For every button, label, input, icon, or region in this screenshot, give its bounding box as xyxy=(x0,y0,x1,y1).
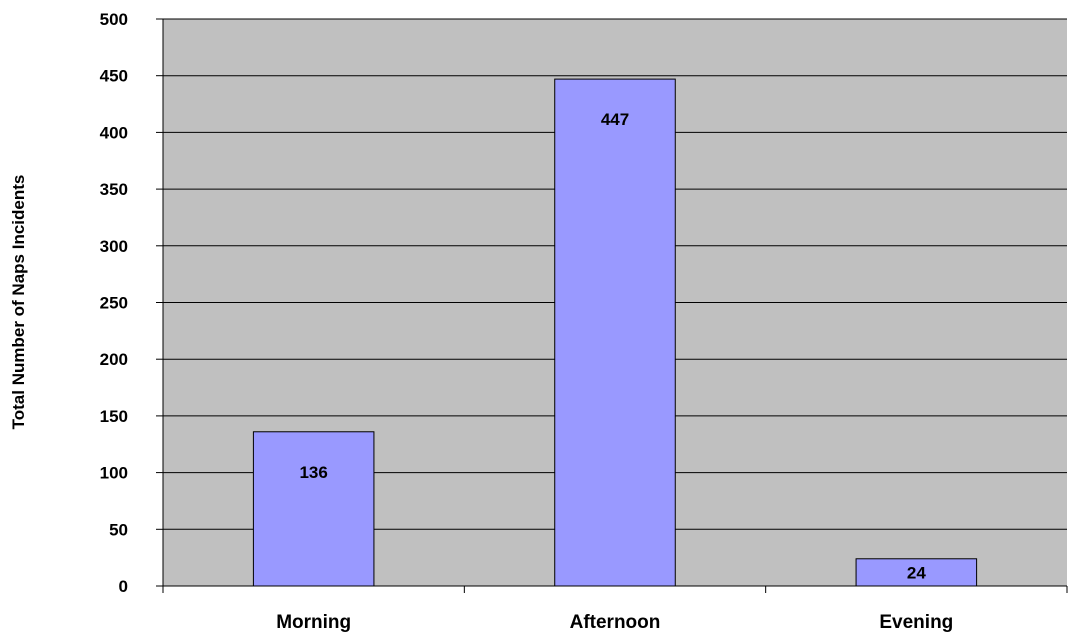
x-tick-label-afternoon: Afternoon xyxy=(570,612,661,633)
y-tick-label-50: 50 xyxy=(109,520,128,539)
y-tick-label-400: 400 xyxy=(100,123,128,142)
y-tick-label-150: 150 xyxy=(100,407,128,426)
y-tick-label-350: 350 xyxy=(100,180,128,199)
bars xyxy=(252,78,978,587)
y-tick-label-250: 250 xyxy=(100,294,128,313)
data-label-morning: 136 xyxy=(299,463,327,482)
bar-evening xyxy=(855,558,978,587)
bar-afternoon xyxy=(554,78,676,587)
y-tick-label-300: 300 xyxy=(100,237,128,256)
data-label-afternoon: 447 xyxy=(601,110,629,129)
x-tick-label-morning: Morning xyxy=(276,612,351,633)
y-tick-label-500: 500 xyxy=(100,10,128,29)
x-tick-label-evening: Evening xyxy=(879,612,953,633)
y-tick-label-200: 200 xyxy=(100,350,128,369)
y-axis-title: Total Number of Naps Incidents xyxy=(9,175,28,430)
bar-morning xyxy=(252,431,375,587)
y-tick-label-450: 450 xyxy=(100,67,128,86)
y-tick-label-0: 0 xyxy=(119,577,128,596)
x-axis: Morning Afternoon Evening xyxy=(162,585,1068,633)
data-label-evening: 24 xyxy=(907,563,926,582)
y-axis: 0 50 100 150 200 250 300 350 400 450 500 xyxy=(100,10,164,596)
y-tick-label-100: 100 xyxy=(100,464,128,483)
data-labels: 136 447 24 xyxy=(299,110,926,582)
